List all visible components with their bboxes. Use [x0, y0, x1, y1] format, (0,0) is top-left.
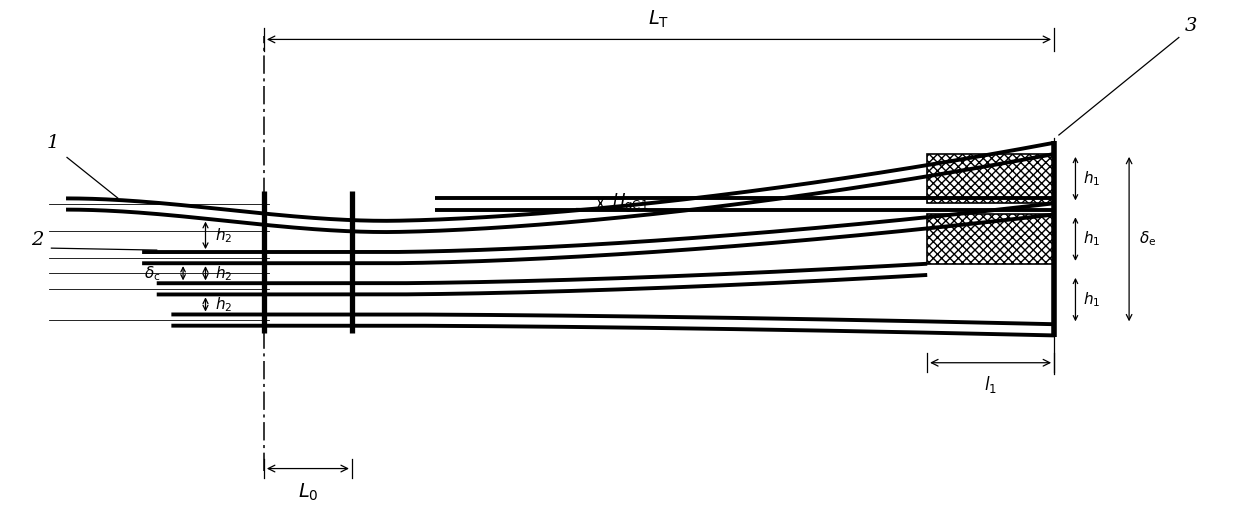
Text: $h_2$: $h_2$ [216, 264, 233, 282]
Text: $H_{\mathrm{gC1}}$: $H_{\mathrm{gC1}}$ [613, 192, 649, 215]
Text: 2: 2 [31, 231, 43, 249]
Text: $l_1$: $l_1$ [985, 375, 997, 395]
Text: $L_{\mathrm{T}}$: $L_{\mathrm{T}}$ [649, 9, 670, 30]
Text: $\delta_{\mathrm{e}}$: $\delta_{\mathrm{e}}$ [1138, 230, 1156, 248]
Text: $h_2$: $h_2$ [216, 226, 233, 245]
Bar [928, 214, 1054, 264]
Text: 3: 3 [1184, 17, 1197, 35]
Text: $L_0$: $L_0$ [298, 481, 319, 502]
Text: $h_1$: $h_1$ [1084, 169, 1101, 188]
Bar [928, 154, 1054, 203]
Text: $\delta_{\mathrm{c}}$: $\delta_{\mathrm{c}}$ [144, 264, 160, 282]
Text: $h_1$: $h_1$ [1084, 290, 1101, 309]
Text: 1: 1 [46, 134, 58, 152]
Text: $h_1$: $h_1$ [1084, 230, 1101, 248]
Text: $h_2$: $h_2$ [216, 295, 233, 314]
